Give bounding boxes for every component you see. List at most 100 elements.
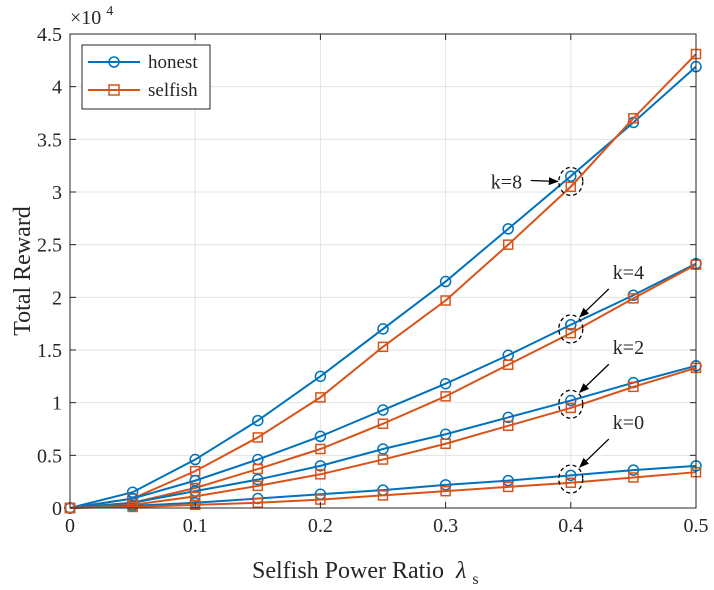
x-axis-label-text: Selfish Power Ratio — [252, 558, 444, 584]
data-point — [252, 432, 264, 443]
data-point — [502, 420, 514, 432]
y-tick-label: 0.5 — [37, 445, 62, 467]
data-point — [628, 381, 639, 393]
x-tick-label: 0.5 — [684, 515, 709, 537]
annotation-k2: k=2 — [558, 337, 644, 419]
data-point — [439, 275, 452, 288]
legend-label-selfish: selfish — [148, 80, 198, 101]
data-point — [439, 479, 452, 491]
annotation-k0: k=0 — [558, 412, 644, 494]
series-line — [69, 65, 697, 509]
y-tick-label: 2.5 — [37, 235, 62, 257]
data-point — [315, 392, 326, 403]
x-axis-label-symbol: λ — [455, 558, 466, 584]
data-point — [565, 402, 577, 414]
data-point — [377, 323, 389, 335]
series-k2-selfish — [64, 362, 702, 514]
series-line — [69, 464, 697, 509]
y-axis-label: Total Reward — [10, 206, 36, 336]
series-k4-honest — [64, 257, 702, 514]
x-tick-label: 0.4 — [558, 515, 583, 537]
data-point — [628, 293, 639, 304]
data-point — [315, 443, 326, 455]
data-point — [377, 443, 389, 455]
x-tick-label: 0 — [65, 515, 75, 537]
series-k8-honest — [64, 60, 702, 514]
legend: honest selfish — [81, 44, 211, 110]
legend-box — [81, 44, 211, 110]
data-point — [252, 473, 264, 486]
annotation-k4: k=4 — [558, 262, 644, 344]
data-point — [377, 418, 389, 429]
y-tick-label: 0 — [52, 498, 62, 520]
data-point — [440, 438, 451, 449]
data-point — [252, 414, 264, 427]
data-point — [377, 454, 389, 465]
data-point — [502, 411, 514, 424]
annotation-label: k=4 — [613, 262, 644, 284]
data-point — [377, 341, 389, 353]
legend-label-honest: honest — [148, 52, 198, 73]
x-tick-label: 0.3 — [433, 515, 458, 537]
annotation-label: k=8 — [491, 171, 522, 193]
annotation-label: k=0 — [613, 412, 644, 434]
series-line — [69, 263, 697, 509]
y-exponent-base: ×10 — [70, 7, 101, 29]
y-exponent-label: ×10 4 — [70, 4, 113, 29]
data-point — [189, 499, 201, 511]
annotation-arrow — [530, 177, 559, 186]
annotation-ellipse — [558, 389, 584, 419]
y-exponent-power: 4 — [106, 4, 113, 19]
data-point — [252, 480, 264, 492]
x-tick-label: 0.2 — [308, 515, 333, 537]
y-tick-label: 3 — [52, 182, 62, 204]
data-point — [565, 477, 577, 488]
y-tick-label: 1 — [52, 393, 62, 415]
annotation-k8: k=8 — [491, 166, 584, 197]
data-point — [565, 327, 577, 339]
data-point — [627, 464, 640, 476]
series-line — [69, 471, 697, 509]
data-point — [314, 460, 327, 472]
annotation-ellipse — [558, 464, 584, 494]
annotation-ellipse — [558, 166, 584, 197]
data-point — [628, 113, 639, 124]
data-point — [502, 239, 514, 250]
data-point — [628, 472, 639, 483]
data-point — [502, 481, 514, 493]
plot-frame — [69, 33, 697, 509]
data-point — [252, 463, 264, 475]
legend-marker-selfish — [108, 84, 120, 96]
axes: 0 0.1 0.2 0.3 0.4 0.5 0 0.5 1 1.5 2 2.5 3 3.5 4 4.5 — [37, 24, 709, 537]
data-point — [440, 485, 451, 497]
y-tick-label: 4 — [52, 77, 62, 99]
data-point — [565, 181, 577, 192]
series-line — [69, 53, 697, 509]
data-point — [565, 318, 577, 331]
annotation-label: k=2 — [613, 337, 644, 359]
data-point — [189, 453, 201, 466]
data-point — [315, 469, 326, 480]
y-tick-label: 3.5 — [37, 129, 62, 151]
x-axis-label-subscript: s — [472, 571, 478, 588]
annotation-arrow — [579, 288, 610, 318]
data-point — [377, 490, 389, 501]
data-point — [565, 394, 577, 407]
data-point — [252, 497, 264, 508]
series-group — [64, 48, 702, 514]
y-tick-label: 1.5 — [37, 340, 62, 362]
series-line — [69, 364, 697, 509]
series-k4-selfish — [64, 259, 702, 514]
data-point — [565, 469, 577, 482]
data-point — [314, 430, 327, 443]
data-point — [377, 404, 389, 416]
series-line — [69, 366, 697, 509]
annotations: k=8 k=4 k=2 k=0 — [491, 166, 644, 494]
data-point — [502, 474, 514, 487]
annotation-arrow — [579, 438, 610, 468]
data-point — [502, 359, 514, 370]
y-tick-label: 2 — [52, 287, 62, 309]
data-point — [440, 295, 451, 306]
data-point — [439, 377, 452, 390]
